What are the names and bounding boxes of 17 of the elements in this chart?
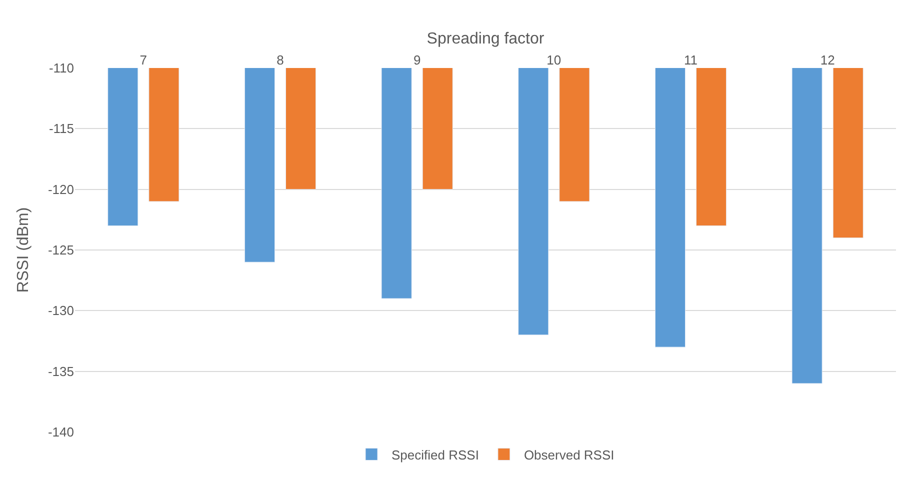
y-tick-label: -135 (48, 364, 74, 379)
x-tick-label: 9 (413, 52, 421, 68)
y-tick-label: -120 (48, 182, 74, 197)
y-axis-title: RSSI (dBm) (14, 207, 32, 293)
y-tick-label: -115 (48, 121, 74, 136)
y-tick-label: -130 (48, 303, 74, 318)
x-tick-label: 7 (140, 52, 148, 68)
x-tick-label: 8 (276, 52, 284, 68)
y-tick-label: -110 (48, 60, 74, 76)
x-axis-title: Spreading factor (426, 30, 545, 48)
legend-label: Observed RSSI (524, 447, 614, 462)
legend-label: Specified RSSI (392, 447, 479, 462)
x-tick-label: 12 (820, 52, 835, 68)
y-tick-label: -125 (48, 242, 74, 258)
x-tick-label: 10 (546, 52, 562, 68)
x-tick-label: 11 (684, 52, 698, 68)
y-tick-label: -140 (48, 424, 74, 440)
